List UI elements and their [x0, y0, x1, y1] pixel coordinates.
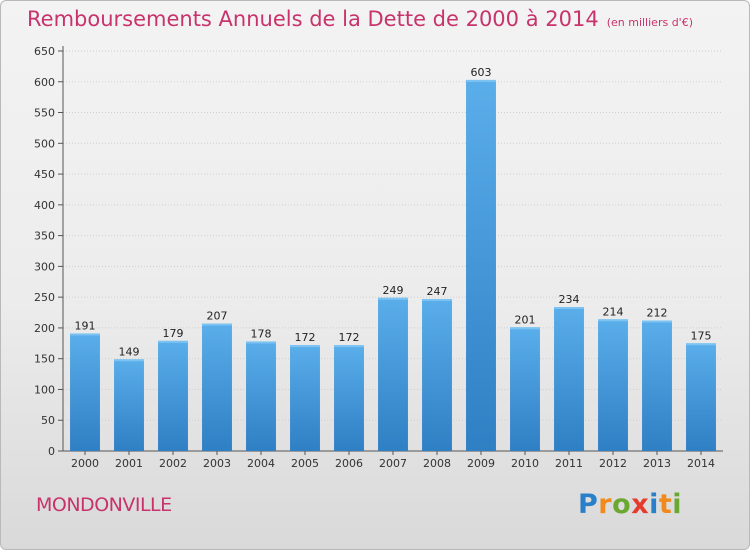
chart-unit: (en milliers d'€) — [606, 16, 693, 29]
y-tick-label: 150 — [34, 353, 55, 366]
x-tick-label: 2000 — [71, 457, 99, 470]
bar — [158, 340, 188, 451]
y-tick-label: 600 — [34, 76, 55, 89]
bar — [466, 79, 496, 451]
y-tick-label: 200 — [34, 322, 55, 335]
x-tick-label: 2004 — [247, 457, 275, 470]
x-tick-label: 2009 — [467, 457, 495, 470]
bar — [202, 323, 232, 451]
bar — [510, 327, 540, 451]
x-tick-label: 2011 — [555, 457, 583, 470]
bar-highlight — [114, 359, 144, 362]
data-label: 172 — [339, 331, 360, 344]
logo-letter: P — [578, 489, 599, 520]
y-tick-label: 300 — [34, 260, 55, 273]
data-label: 201 — [515, 313, 536, 326]
commune-name: MONDONVILLE — [36, 494, 172, 516]
bar-highlight — [466, 79, 496, 82]
logo-letter: o — [612, 489, 632, 520]
logo-letter: i — [649, 489, 659, 520]
x-tick-label: 2005 — [291, 457, 319, 470]
bar — [334, 345, 364, 451]
x-tick-label: 2010 — [511, 457, 539, 470]
bar — [598, 319, 628, 451]
bar-highlight — [378, 297, 408, 300]
data-label: 175 — [691, 329, 712, 342]
bar-highlight — [290, 345, 320, 348]
logo-letter: x — [631, 489, 650, 520]
y-tick-label: 250 — [34, 291, 55, 304]
bar — [554, 307, 584, 451]
data-label: 249 — [383, 284, 404, 297]
data-label: 214 — [603, 305, 624, 318]
bar — [378, 297, 408, 451]
data-label: 234 — [559, 293, 580, 306]
bar — [422, 299, 452, 451]
bar — [642, 320, 672, 451]
bar-highlight — [334, 345, 364, 348]
y-tick-label: 100 — [34, 383, 55, 396]
data-label: 191 — [75, 319, 96, 332]
x-tick-label: 2014 — [687, 457, 715, 470]
bar — [686, 343, 716, 451]
y-tick-label: 450 — [34, 168, 55, 181]
bar-highlight — [246, 341, 276, 344]
x-tick-label: 2007 — [379, 457, 407, 470]
bar-highlight — [642, 320, 672, 323]
bar — [290, 345, 320, 451]
bars — [70, 79, 716, 451]
x-tick-label: 2012 — [599, 457, 627, 470]
data-label: 603 — [471, 66, 492, 79]
data-label: 178 — [251, 327, 272, 340]
x-tick-label: 2008 — [423, 457, 451, 470]
bar-highlight — [422, 299, 452, 301]
bar-highlight — [202, 323, 232, 326]
data-label: 207 — [207, 310, 228, 323]
logo-letter: i — [672, 489, 683, 520]
x-tick-label: 2003 — [203, 457, 231, 470]
x-tick-label: 2001 — [115, 457, 143, 470]
y-tick-label: 550 — [34, 107, 55, 120]
bar — [70, 333, 100, 451]
y-tick-label: 500 — [34, 137, 55, 150]
y-tick-label: 0 — [48, 445, 55, 458]
bar-highlight — [158, 340, 188, 343]
y-tick-label: 650 — [34, 45, 55, 58]
labels: 191 149 179 207 178 172 172 249 247 603 201 234 214 2… — [75, 66, 712, 358]
data-label: 247 — [427, 285, 448, 298]
x-tick-label: 2002 — [159, 457, 187, 470]
x-tick-label: 2006 — [335, 457, 363, 470]
bar-highlight — [686, 343, 716, 346]
data-label: 172 — [295, 331, 316, 344]
y-tick-label: 50 — [41, 414, 55, 427]
chart-title: Remboursements Annuels de la Dette de 20… — [27, 7, 693, 31]
y-tick-label: 350 — [34, 230, 55, 243]
logo-letter: r — [598, 489, 613, 520]
bar-highlight — [70, 333, 100, 336]
bar — [246, 341, 276, 451]
x-tick-label: 2013 — [643, 457, 671, 470]
data-label: 149 — [119, 345, 140, 358]
data-label: 212 — [647, 307, 668, 320]
logo-letter: t — [658, 489, 673, 520]
bar-highlight — [510, 327, 540, 330]
bar-highlight — [554, 307, 584, 309]
bar-highlight — [598, 319, 628, 322]
chart-title-text: Remboursements Annuels de la Dette de 20… — [27, 7, 599, 31]
bar — [114, 359, 144, 451]
proxiti-logo: Proxiti — [578, 489, 682, 520]
data-label: 179 — [163, 327, 184, 340]
y-tick-label: 400 — [34, 199, 55, 212]
